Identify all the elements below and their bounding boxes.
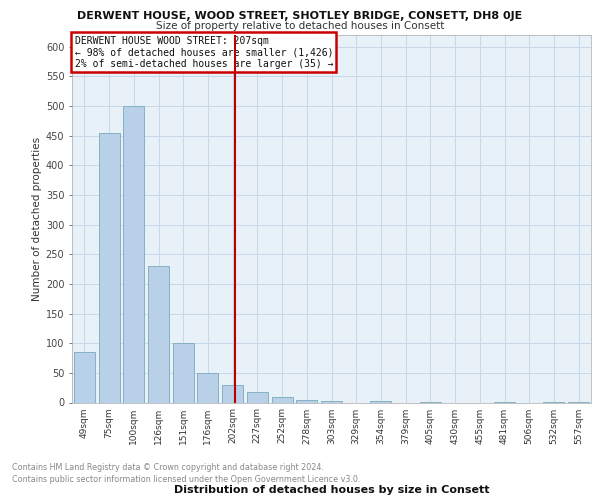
- Text: DERWENT HOUSE WOOD STREET: 207sqm
← 98% of detached houses are smaller (1,426)
2: DERWENT HOUSE WOOD STREET: 207sqm ← 98% …: [74, 36, 333, 69]
- Bar: [247, 392, 268, 402]
- Bar: [197, 373, 218, 402]
- Bar: [296, 400, 317, 402]
- Bar: [123, 106, 144, 403]
- Text: DERWENT HOUSE, WOOD STREET, SHOTLEY BRIDGE, CONSETT, DH8 0JE: DERWENT HOUSE, WOOD STREET, SHOTLEY BRID…: [77, 11, 523, 21]
- Bar: [272, 396, 293, 402]
- Bar: [98, 133, 119, 402]
- Text: Contains public sector information licensed under the Open Government Licence v3: Contains public sector information licen…: [12, 475, 361, 484]
- Bar: [148, 266, 169, 402]
- Text: Size of property relative to detached houses in Consett: Size of property relative to detached ho…: [156, 21, 444, 31]
- Bar: [222, 384, 243, 402]
- X-axis label: Distribution of detached houses by size in Consett: Distribution of detached houses by size …: [174, 486, 489, 496]
- Bar: [173, 343, 194, 402]
- Bar: [74, 352, 95, 403]
- Y-axis label: Number of detached properties: Number of detached properties: [32, 136, 41, 301]
- Text: Contains HM Land Registry data © Crown copyright and database right 2024.: Contains HM Land Registry data © Crown c…: [12, 464, 324, 472]
